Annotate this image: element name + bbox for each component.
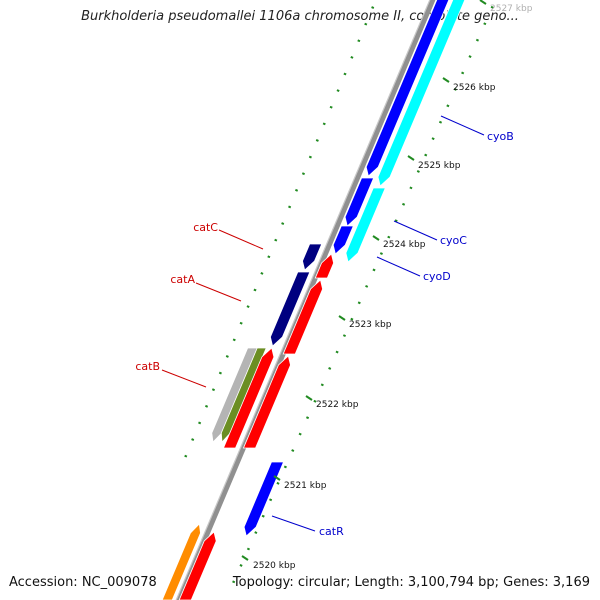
cyoB-leader-line	[440, 115, 485, 136]
ruler-label-2525: 2525 kbp	[418, 161, 461, 171]
ruler-tick-2526	[442, 77, 450, 83]
cyoD-leader-line	[376, 256, 421, 277]
ruler-label-2527: 2527 kbp	[490, 4, 533, 14]
cyoC-leader-line	[393, 220, 438, 241]
outer-dotted-guide	[178, 0, 378, 471]
accession-text: Accession: NC_009078	[9, 575, 157, 590]
ruler-tick-2523	[338, 315, 346, 321]
ruler-tick-2524	[372, 235, 380, 241]
ruler-label-2526: 2526 kbp	[453, 83, 496, 93]
red-feature-upper	[314, 253, 335, 279]
catA-feature	[269, 271, 311, 347]
gene-label-cyoC: cyoC	[440, 234, 467, 247]
ruler-label-2524: 2524 kbp	[383, 240, 426, 250]
ruler-tick-2525	[407, 155, 415, 161]
ruler-label-2521: 2521 kbp	[284, 481, 327, 491]
genome-summary-text: Topology: circular; Length: 3,100,794 bp…	[232, 575, 590, 590]
gene-label-catB: catB	[135, 360, 160, 373]
gene-label-catC: catC	[193, 221, 218, 234]
catB-feature	[222, 347, 275, 449]
catR-leader-line	[271, 515, 316, 532]
catC-feature	[302, 243, 323, 271]
cyoB-feature	[365, 0, 450, 177]
cyan-feature-upper	[377, 0, 466, 187]
catA-leader-line	[195, 282, 242, 302]
cyoD-feature	[332, 225, 354, 255]
inner-dotted-guide	[228, 0, 497, 591]
ruler-tick-2527	[479, 0, 487, 5]
olive-feature	[220, 347, 267, 443]
red-feature-lower	[242, 355, 291, 449]
catR-feature	[243, 461, 285, 537]
map-title: Burkholderia pseudomallei 1106a chromoso…	[81, 9, 519, 24]
orange-feature	[161, 523, 201, 600]
red-feature-middle	[282, 279, 324, 355]
backbone-highlight	[175, 0, 431, 600]
ruler-tick-2520	[241, 555, 249, 561]
cyan-feature-lower	[345, 187, 386, 263]
gene-label-catA: catA	[170, 273, 195, 286]
cyoC-feature	[344, 177, 375, 227]
ruler-label-2523: 2523 kbp	[349, 320, 392, 330]
gene-label-cyoB: cyoB	[487, 130, 514, 143]
ruler-label-2522: 2522 kbp	[316, 400, 359, 410]
gene-label-cyoD: cyoD	[423, 270, 451, 283]
gray-feature	[211, 347, 259, 443]
gene-label-catR: catR	[319, 525, 344, 538]
catC-leader-line	[218, 229, 264, 250]
ruler-label-2520: 2520 kbp	[253, 561, 296, 571]
red-feature-bottom	[178, 531, 217, 600]
catB-leader-line	[161, 369, 207, 388]
ruler-tick-2521	[273, 475, 281, 481]
ruler-tick-2522	[305, 395, 313, 401]
